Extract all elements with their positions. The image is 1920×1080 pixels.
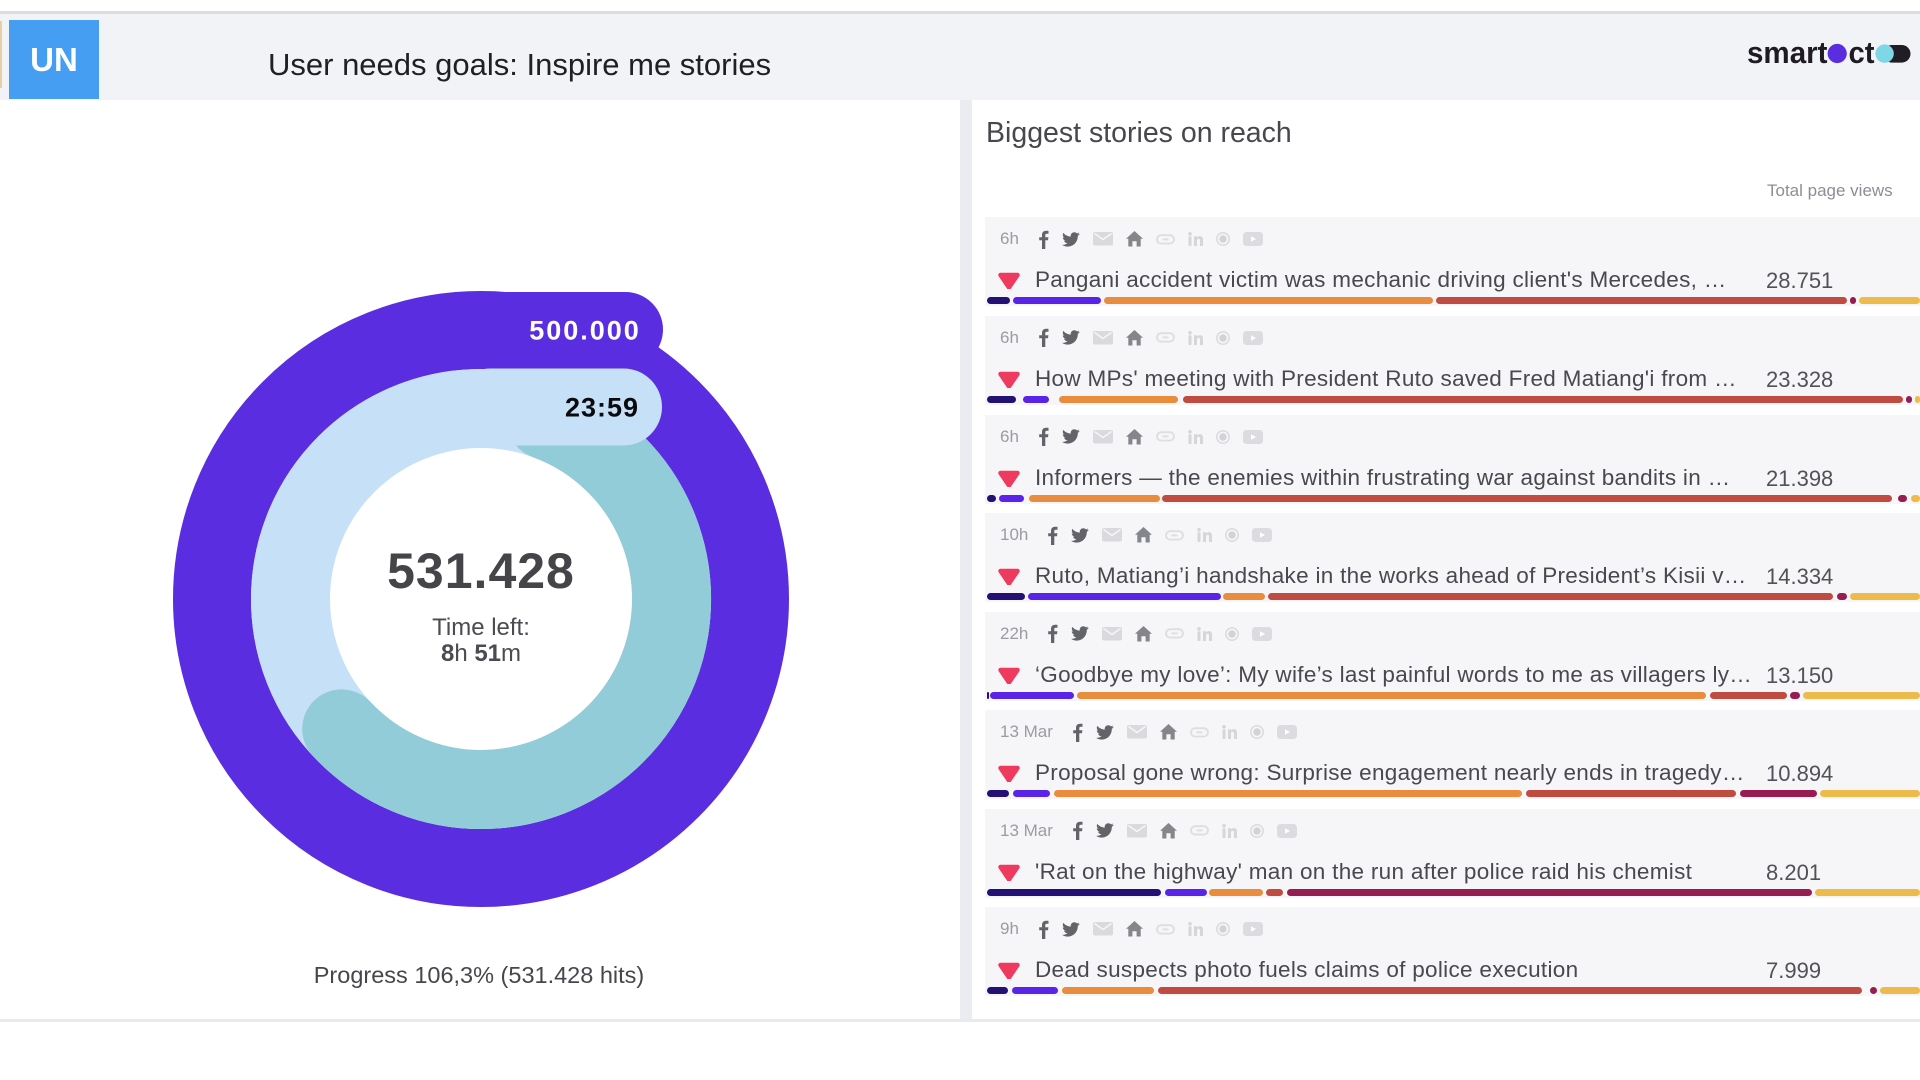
svg-text:8h 51m: 8h 51m — [441, 640, 521, 667]
svg-text:Progress 106,3% (531.428 hits): Progress 106,3% (531.428 hits) — [314, 962, 645, 988]
svg-text:23:59: 23:59 — [565, 393, 639, 423]
svg-text:500.000: 500.000 — [529, 316, 641, 346]
svg-text:smart: smart — [1747, 35, 1828, 70]
svg-text:ct: ct — [1849, 35, 1875, 70]
svg-text:531.428: 531.428 — [387, 543, 575, 599]
svg-text:Time left:: Time left: — [432, 614, 530, 641]
